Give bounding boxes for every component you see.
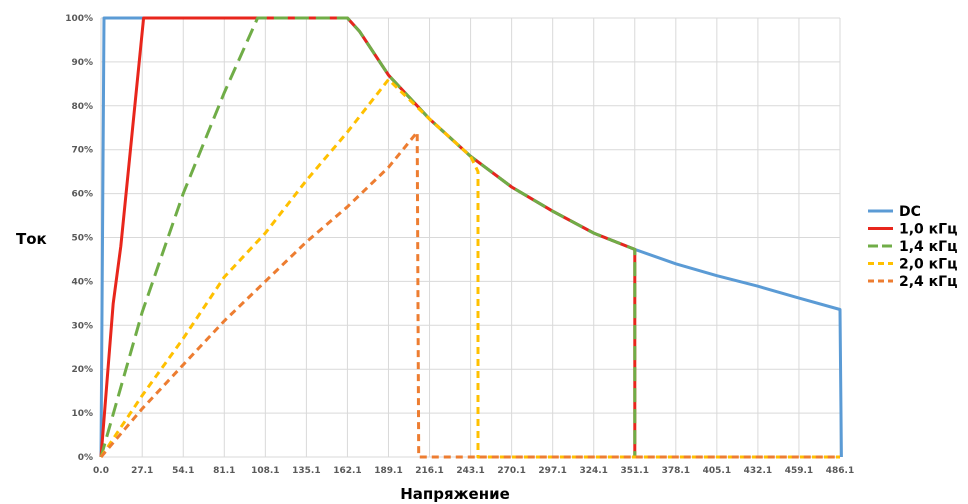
y-tick-label: 30% bbox=[71, 321, 93, 331]
x-tick-label: 162.1 bbox=[333, 466, 361, 476]
x-tick-labels: 0.0 27.1 54.1 81.1 108.1 135.1 162.1 189.1 216.1… bbox=[93, 466, 854, 476]
x-tick-label: 135.1 bbox=[292, 466, 320, 476]
legend-label: 2,4 кГц bbox=[899, 274, 957, 290]
x-tick-label: 27.1 bbox=[131, 466, 153, 476]
y-tick-label: 100% bbox=[65, 14, 93, 24]
x-tick-label: 270.1 bbox=[497, 466, 525, 476]
grid bbox=[100, 17, 841, 458]
x-tick-label: 189.1 bbox=[374, 466, 402, 476]
x-tick-label: 459.1 bbox=[785, 466, 813, 476]
y-tick-label: 60% bbox=[71, 190, 93, 200]
y-tick-label: 80% bbox=[71, 102, 93, 112]
y-tick-label: 50% bbox=[71, 234, 93, 244]
x-tick-label: 81.1 bbox=[213, 466, 235, 476]
x-tick-label: 432.1 bbox=[744, 466, 772, 476]
series-line-4 bbox=[99, 78, 840, 459]
x-tick-label: 216.1 bbox=[415, 466, 443, 476]
y-tick-labels: 0% 10% 20% 30% 40% 50% 60% 70% 80% 90% 100% bbox=[65, 14, 93, 463]
legend-label: 1,4 кГц bbox=[899, 239, 957, 255]
x-axis-title: Напряжение bbox=[400, 485, 510, 503]
series-lines bbox=[99, 16, 843, 459]
legend-label: 1,0 кГц bbox=[899, 222, 957, 238]
y-tick-label: 90% bbox=[71, 58, 93, 68]
x-tick-label: 297.1 bbox=[538, 466, 566, 476]
y-tick-label: 70% bbox=[71, 146, 93, 156]
series-line-3 bbox=[99, 16, 637, 458]
x-tick-label: 405.1 bbox=[703, 466, 731, 476]
legend-label: DC bbox=[899, 204, 921, 220]
y-tick-label: 10% bbox=[71, 409, 93, 419]
x-tick-label: 0.0 bbox=[93, 466, 109, 476]
y-tick-label: 40% bbox=[71, 277, 93, 287]
y-tick-label: 0% bbox=[78, 453, 93, 463]
x-tick-label: 108.1 bbox=[251, 466, 279, 476]
x-tick-label: 351.1 bbox=[621, 466, 649, 476]
y-tick-label: 20% bbox=[71, 365, 93, 375]
x-tick-label: 54.1 bbox=[172, 466, 194, 476]
x-tick-label: 243.1 bbox=[456, 466, 484, 476]
x-tick-label: 486.1 bbox=[826, 466, 854, 476]
x-tick-label: 324.1 bbox=[579, 466, 607, 476]
x-tick-label: 378.1 bbox=[662, 466, 690, 476]
y-axis-title: Ток bbox=[16, 230, 47, 248]
legend-label: 2,0 кГц bbox=[899, 257, 957, 273]
